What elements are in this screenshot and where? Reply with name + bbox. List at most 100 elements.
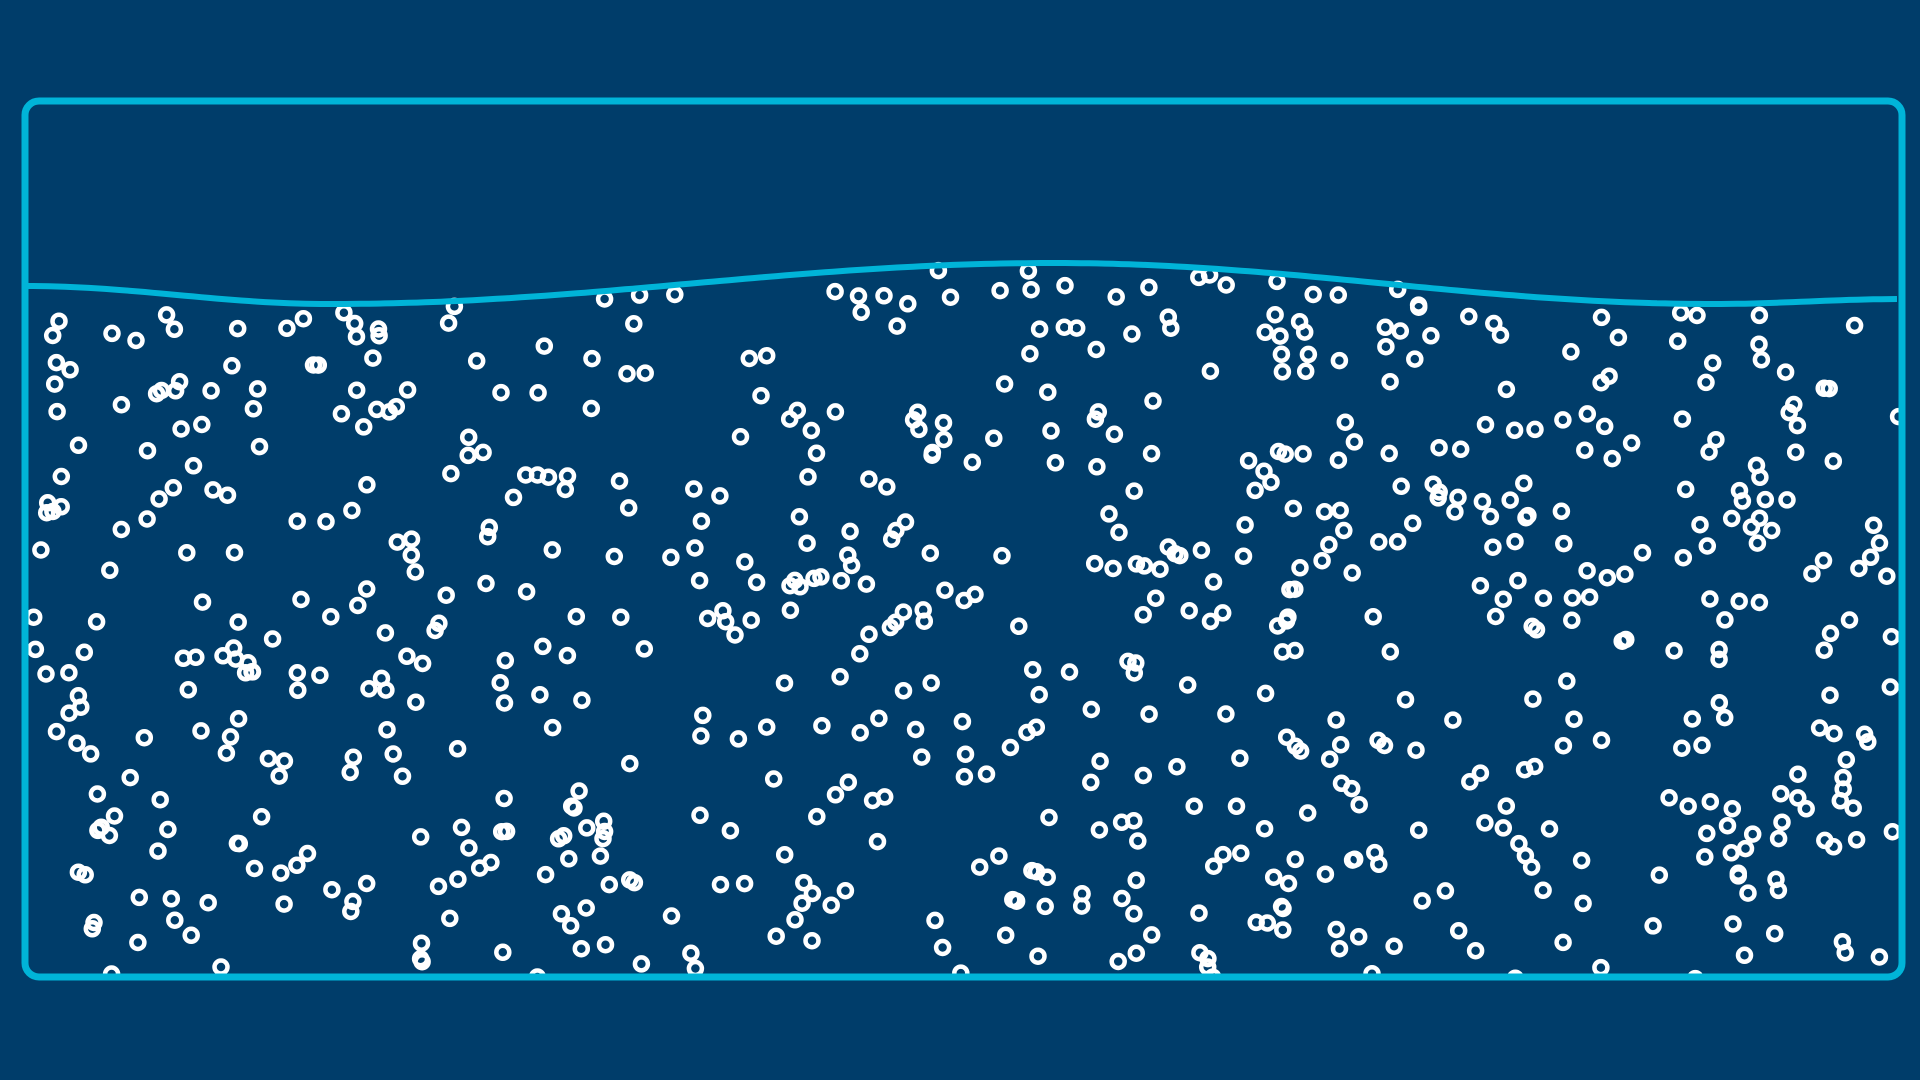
particle [407,693,425,711]
particle [1140,278,1158,297]
particle [1409,821,1428,839]
particle [1789,789,1807,807]
particle [790,508,809,526]
particle [912,748,931,766]
particle [620,871,639,889]
particle [1845,316,1864,335]
particle [1837,751,1856,769]
particle [1476,814,1494,832]
particle [535,337,554,355]
particle [1109,952,1127,971]
particle [1484,538,1502,556]
particle [1673,410,1692,428]
particle [1519,506,1537,525]
particle [1481,507,1500,526]
particle [1833,932,1852,951]
particle [799,468,817,486]
particle [170,372,189,391]
particle [1204,573,1223,591]
particle [1279,608,1297,626]
particle [1815,379,1833,398]
particle [1082,773,1100,792]
particle [1125,905,1143,923]
particle [1018,723,1036,742]
particle [1486,607,1505,626]
particle [1294,445,1312,463]
particle [1201,362,1220,380]
particle [1446,503,1464,521]
particle [888,317,906,335]
particle [426,621,444,640]
particle [345,314,364,333]
particle [1407,741,1425,759]
particle [411,828,430,846]
particle [1592,308,1611,327]
particle [1644,917,1662,935]
particle [1803,564,1821,583]
particle [1056,276,1074,295]
particle [129,933,147,952]
particle [1030,320,1049,338]
particle [625,315,643,333]
particle [504,488,523,507]
particle [1166,544,1184,563]
particle [1125,482,1143,500]
particle [832,571,851,590]
particle [1688,306,1706,325]
particle [851,645,869,663]
particle [596,935,615,954]
particle [88,785,107,803]
particle [1256,684,1275,703]
particle [808,807,826,826]
particle [1299,345,1318,364]
particle [1185,797,1203,815]
particle [357,580,376,598]
particle [1613,632,1631,650]
particle [1650,866,1669,884]
particle [452,818,471,837]
particle [1331,501,1349,520]
particle [441,909,459,928]
particle [1380,444,1398,463]
particle [985,429,1003,448]
particle [1816,831,1834,850]
particle [860,625,878,644]
particle [1578,405,1597,423]
particle [45,375,64,393]
particle [162,890,181,908]
particle [1072,897,1091,915]
particle [1733,492,1752,510]
particle [578,819,596,837]
particle [1671,304,1690,322]
particle [1701,792,1720,811]
particle [1329,286,1348,304]
particle [1151,560,1169,578]
particle [1724,915,1742,933]
particle [1850,559,1868,578]
particle [1767,870,1785,889]
particle [393,767,412,786]
particle [1765,924,1784,943]
particle [289,681,307,700]
particle [1509,571,1527,590]
particle [1494,590,1513,608]
particle [1392,477,1410,496]
particle [343,501,361,520]
particle [813,716,831,735]
particle [1762,521,1781,540]
particle [1038,868,1056,887]
particle [852,303,870,322]
particle [1276,445,1294,463]
particle [922,674,940,692]
particle [915,612,934,630]
particle [826,786,845,804]
particle [467,352,486,370]
particle [1320,535,1338,554]
particle [245,859,264,878]
particle [952,964,970,977]
particle [1701,590,1719,608]
particle [1878,567,1896,585]
particle [1883,822,1902,841]
particle [692,727,710,745]
